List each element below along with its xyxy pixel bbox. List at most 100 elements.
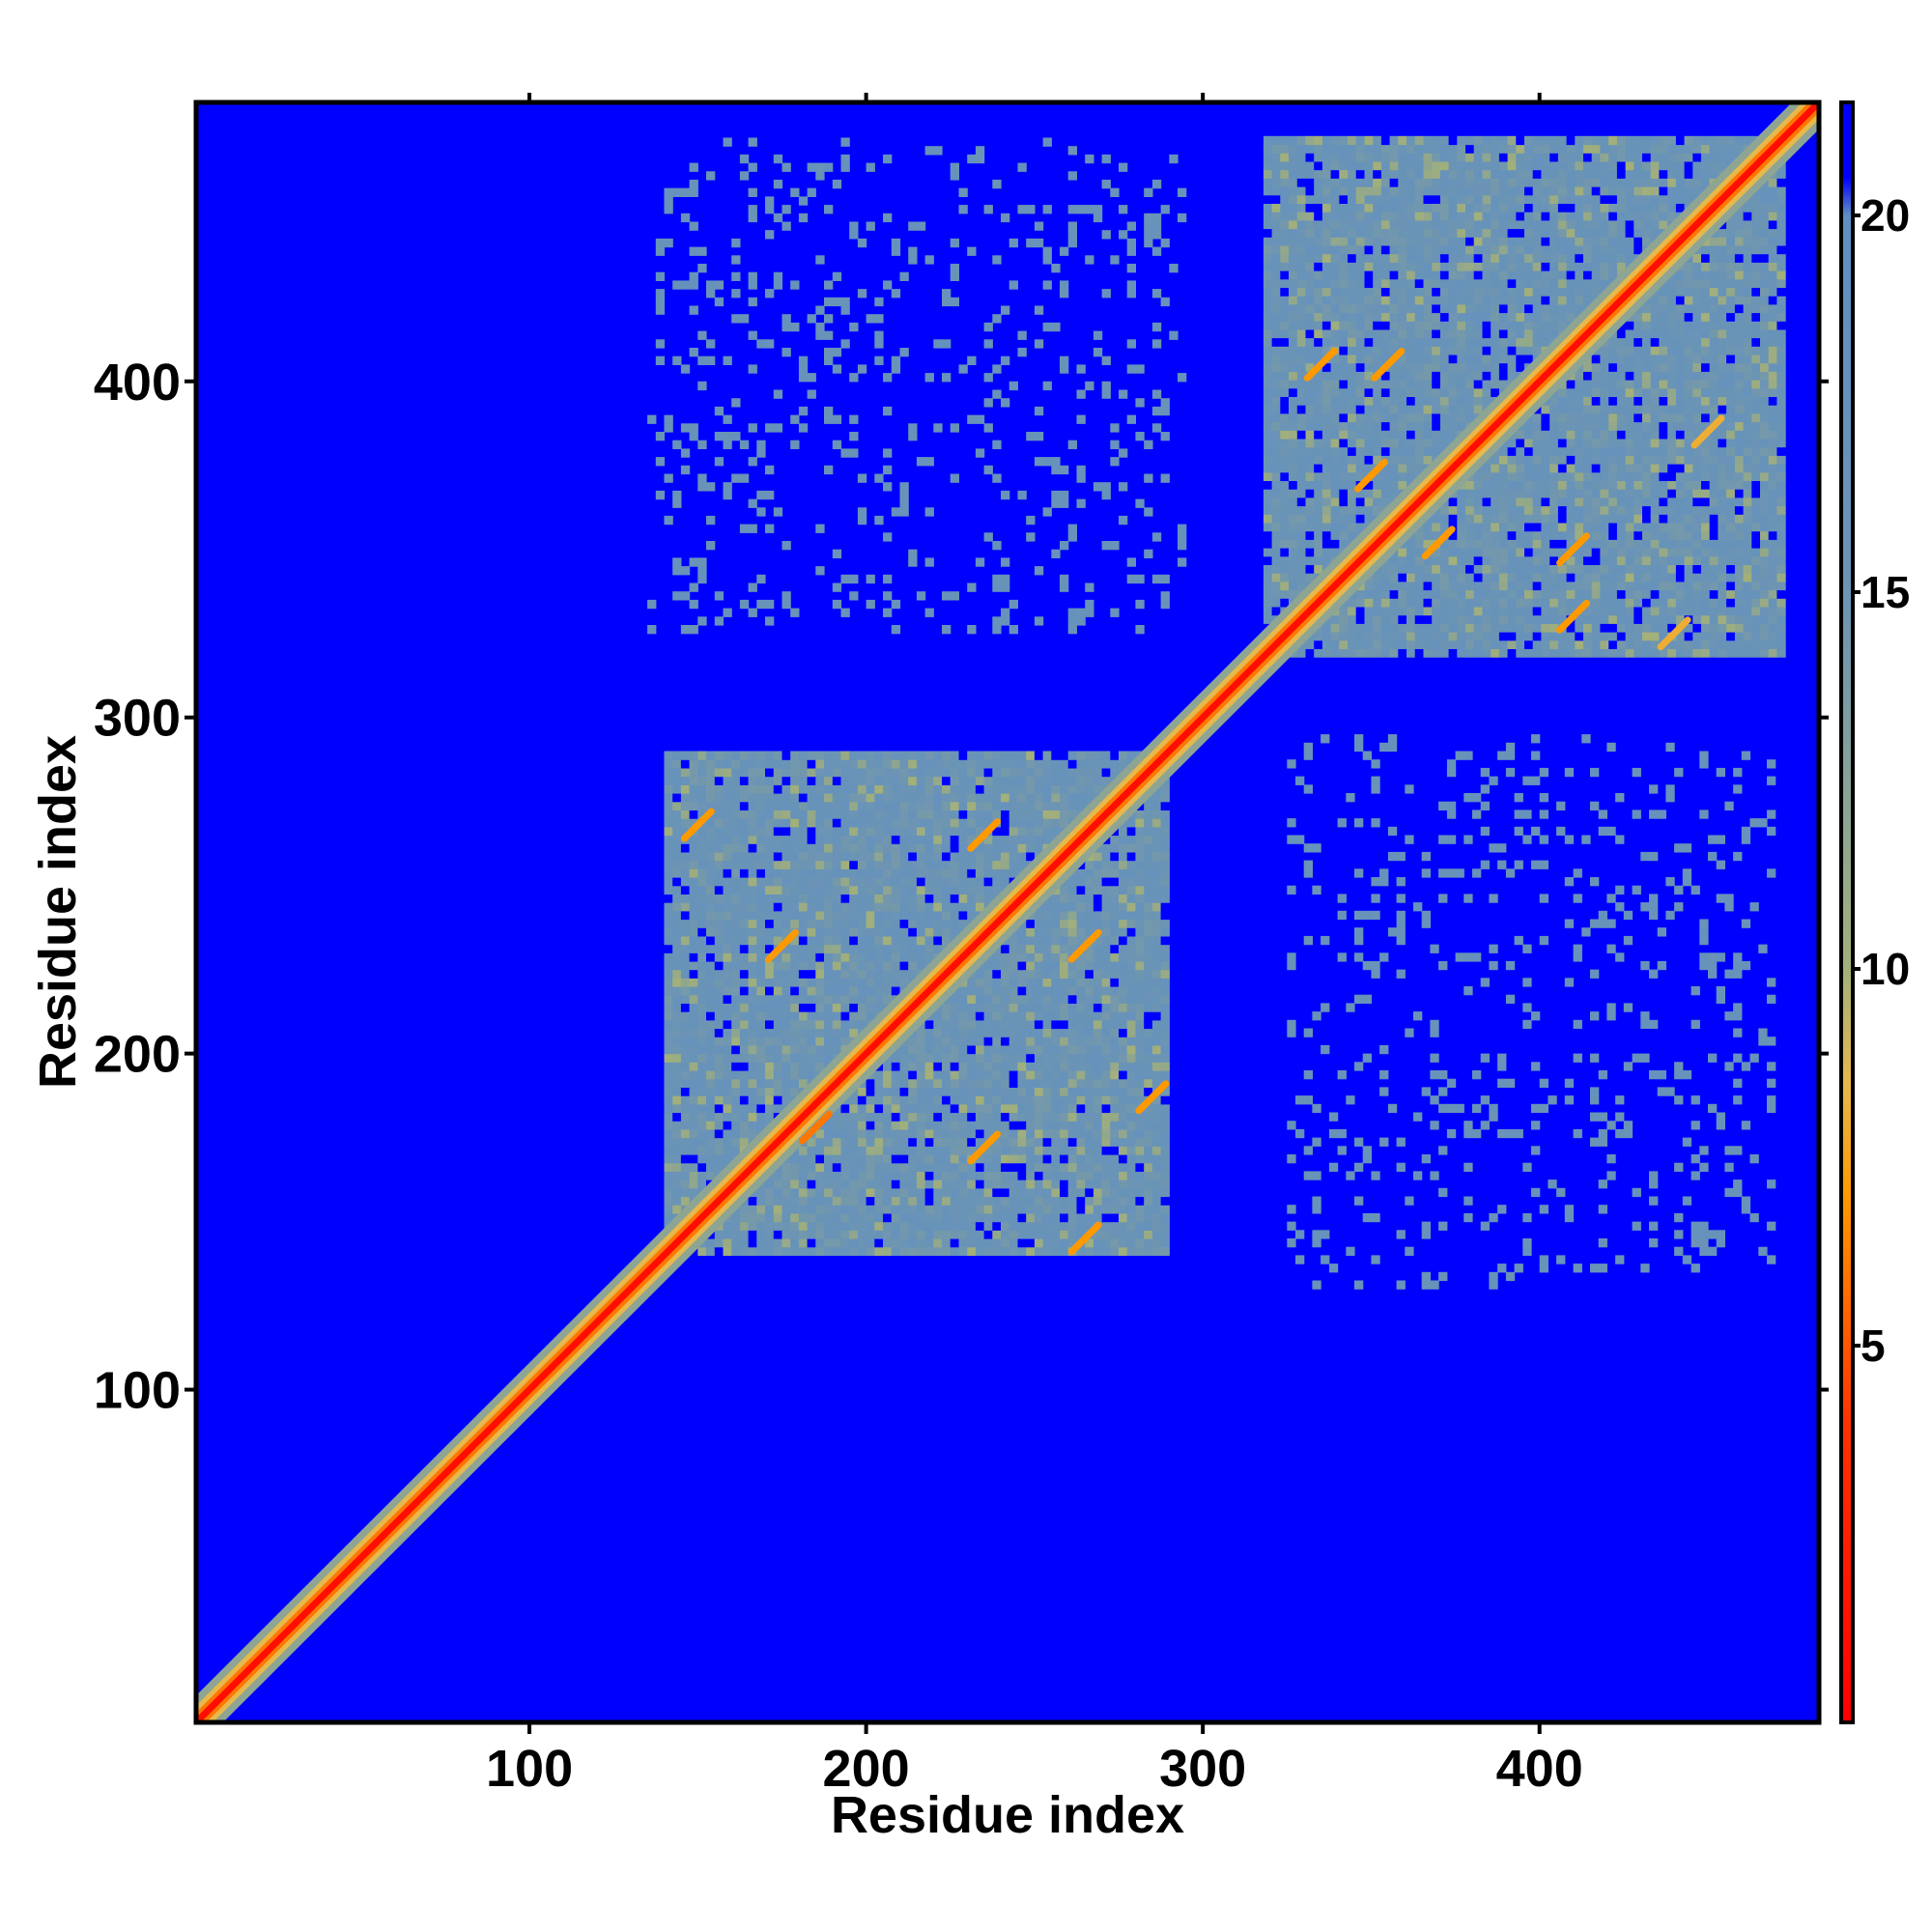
heatmap-cell (1017, 1028, 1027, 1037)
heatmap-cell (832, 1205, 842, 1214)
heatmap-cell (874, 776, 884, 785)
heatmap-cell (765, 835, 775, 844)
heatmap-cell (849, 1171, 859, 1180)
heatmap-cell (1110, 767, 1120, 778)
heatmap-cell (1280, 321, 1290, 330)
heatmap-cell (1101, 1238, 1111, 1248)
heatmap-cell (1414, 144, 1424, 154)
heatmap-cell (899, 877, 909, 887)
heatmap-cell (967, 1196, 977, 1206)
heatmap-cell (1009, 784, 1018, 794)
heatmap-cell (1026, 960, 1036, 971)
heatmap-cell (1289, 480, 1298, 490)
heatmap-cell (731, 952, 741, 962)
heatmap-cell (1144, 1028, 1153, 1037)
heatmap-cell (1160, 1137, 1170, 1147)
heatmap-cell (697, 927, 707, 937)
heatmap-cell (1067, 986, 1077, 996)
heatmap-cell (866, 767, 875, 778)
heatmap-cell (1296, 262, 1307, 271)
heatmap-cell (874, 994, 884, 1004)
heatmap-cell (967, 1171, 977, 1180)
heatmap-cell (950, 910, 959, 921)
heatmap-cell (924, 1221, 934, 1231)
heatmap-cell (1364, 253, 1374, 263)
heatmap-cell (1263, 548, 1273, 557)
heatmap-cell (680, 1044, 691, 1055)
heatmap-cell (1406, 362, 1416, 372)
heatmap-cell (1314, 387, 1323, 397)
heatmap-cell (1406, 648, 1416, 658)
heatmap-cell (706, 1003, 716, 1012)
heatmap-cell (765, 944, 775, 953)
heatmap-cell (1398, 228, 1407, 238)
heatmap-cell (1289, 244, 1298, 255)
heatmap-cell (933, 1162, 943, 1172)
heatmap-cell (840, 1238, 850, 1248)
heatmap-cell (1001, 1128, 1010, 1139)
heatmap-cell (689, 1087, 698, 1096)
heatmap-cell (891, 1221, 901, 1231)
heatmap-cell (1398, 471, 1407, 481)
heatmap-cell (1026, 784, 1036, 794)
heatmap-cell (908, 1087, 918, 1096)
heatmap-cell (1042, 1238, 1052, 1248)
heatmap-cell (1151, 1187, 1162, 1198)
heatmap-cell (697, 1146, 707, 1155)
heatmap-cell (1348, 412, 1357, 423)
heatmap-cell (1280, 446, 1290, 456)
heatmap-cell (1305, 430, 1315, 440)
heatmap-cell (781, 810, 791, 819)
heatmap-cell (866, 1095, 875, 1105)
heatmap-cell (866, 835, 875, 844)
heatmap-cell (1119, 1162, 1128, 1172)
heatmap-cell (1051, 1128, 1061, 1139)
heatmap-cell (967, 1246, 977, 1256)
heatmap-cell (950, 767, 959, 778)
heatmap-cell (1085, 1171, 1094, 1180)
heatmap-cell (1076, 978, 1086, 987)
heatmap-cell (1448, 555, 1458, 565)
heatmap-cell (840, 1205, 850, 1214)
heatmap-cell (1001, 868, 1010, 878)
heatmap-cell (1101, 1205, 1111, 1214)
heatmap-cell (1348, 303, 1357, 314)
heatmap-cell (723, 1221, 732, 1231)
heatmap-cell (1076, 927, 1086, 937)
heatmap-cell (714, 1078, 724, 1088)
heatmap-cell (731, 1246, 741, 1256)
heatmap-cell (1355, 228, 1365, 238)
heatmap-cell (1126, 1070, 1136, 1080)
heatmap-cell (748, 1011, 757, 1021)
heatmap-cell (1093, 1162, 1103, 1172)
heatmap-cell (1067, 1196, 1077, 1206)
heatmap-cell (739, 877, 750, 887)
heatmap-cell (798, 952, 809, 962)
heatmap-cell (1448, 514, 1458, 524)
heatmap-cell (1009, 1062, 1018, 1071)
heatmap-cell (697, 960, 707, 971)
heatmap-cell (840, 767, 850, 778)
heatmap-cell (1001, 1171, 1010, 1180)
heatmap-cell (942, 1246, 952, 1256)
heatmap-cell (967, 1095, 977, 1105)
heatmap-cell (664, 851, 673, 862)
heatmap-cell (731, 1019, 741, 1030)
heatmap-cell (1101, 1053, 1111, 1063)
heatmap-cell (866, 1230, 875, 1239)
heatmap-cell (815, 767, 825, 778)
heatmap-cell (992, 1070, 1002, 1080)
heatmap-cell (1423, 555, 1433, 565)
heatmap-cell (680, 919, 691, 928)
heatmap-cell (1439, 328, 1450, 339)
heatmap-cell (992, 826, 1002, 837)
heatmap-cell (790, 793, 800, 803)
heatmap-cell (1432, 169, 1441, 179)
heatmap-cell (731, 835, 741, 844)
heatmap-cell (1110, 1078, 1120, 1088)
heatmap-cell (781, 1187, 791, 1198)
heatmap-cell (664, 1028, 673, 1037)
heatmap-cell (1119, 1196, 1128, 1206)
heatmap-cell (773, 843, 783, 853)
heatmap-cell (1101, 1212, 1111, 1223)
